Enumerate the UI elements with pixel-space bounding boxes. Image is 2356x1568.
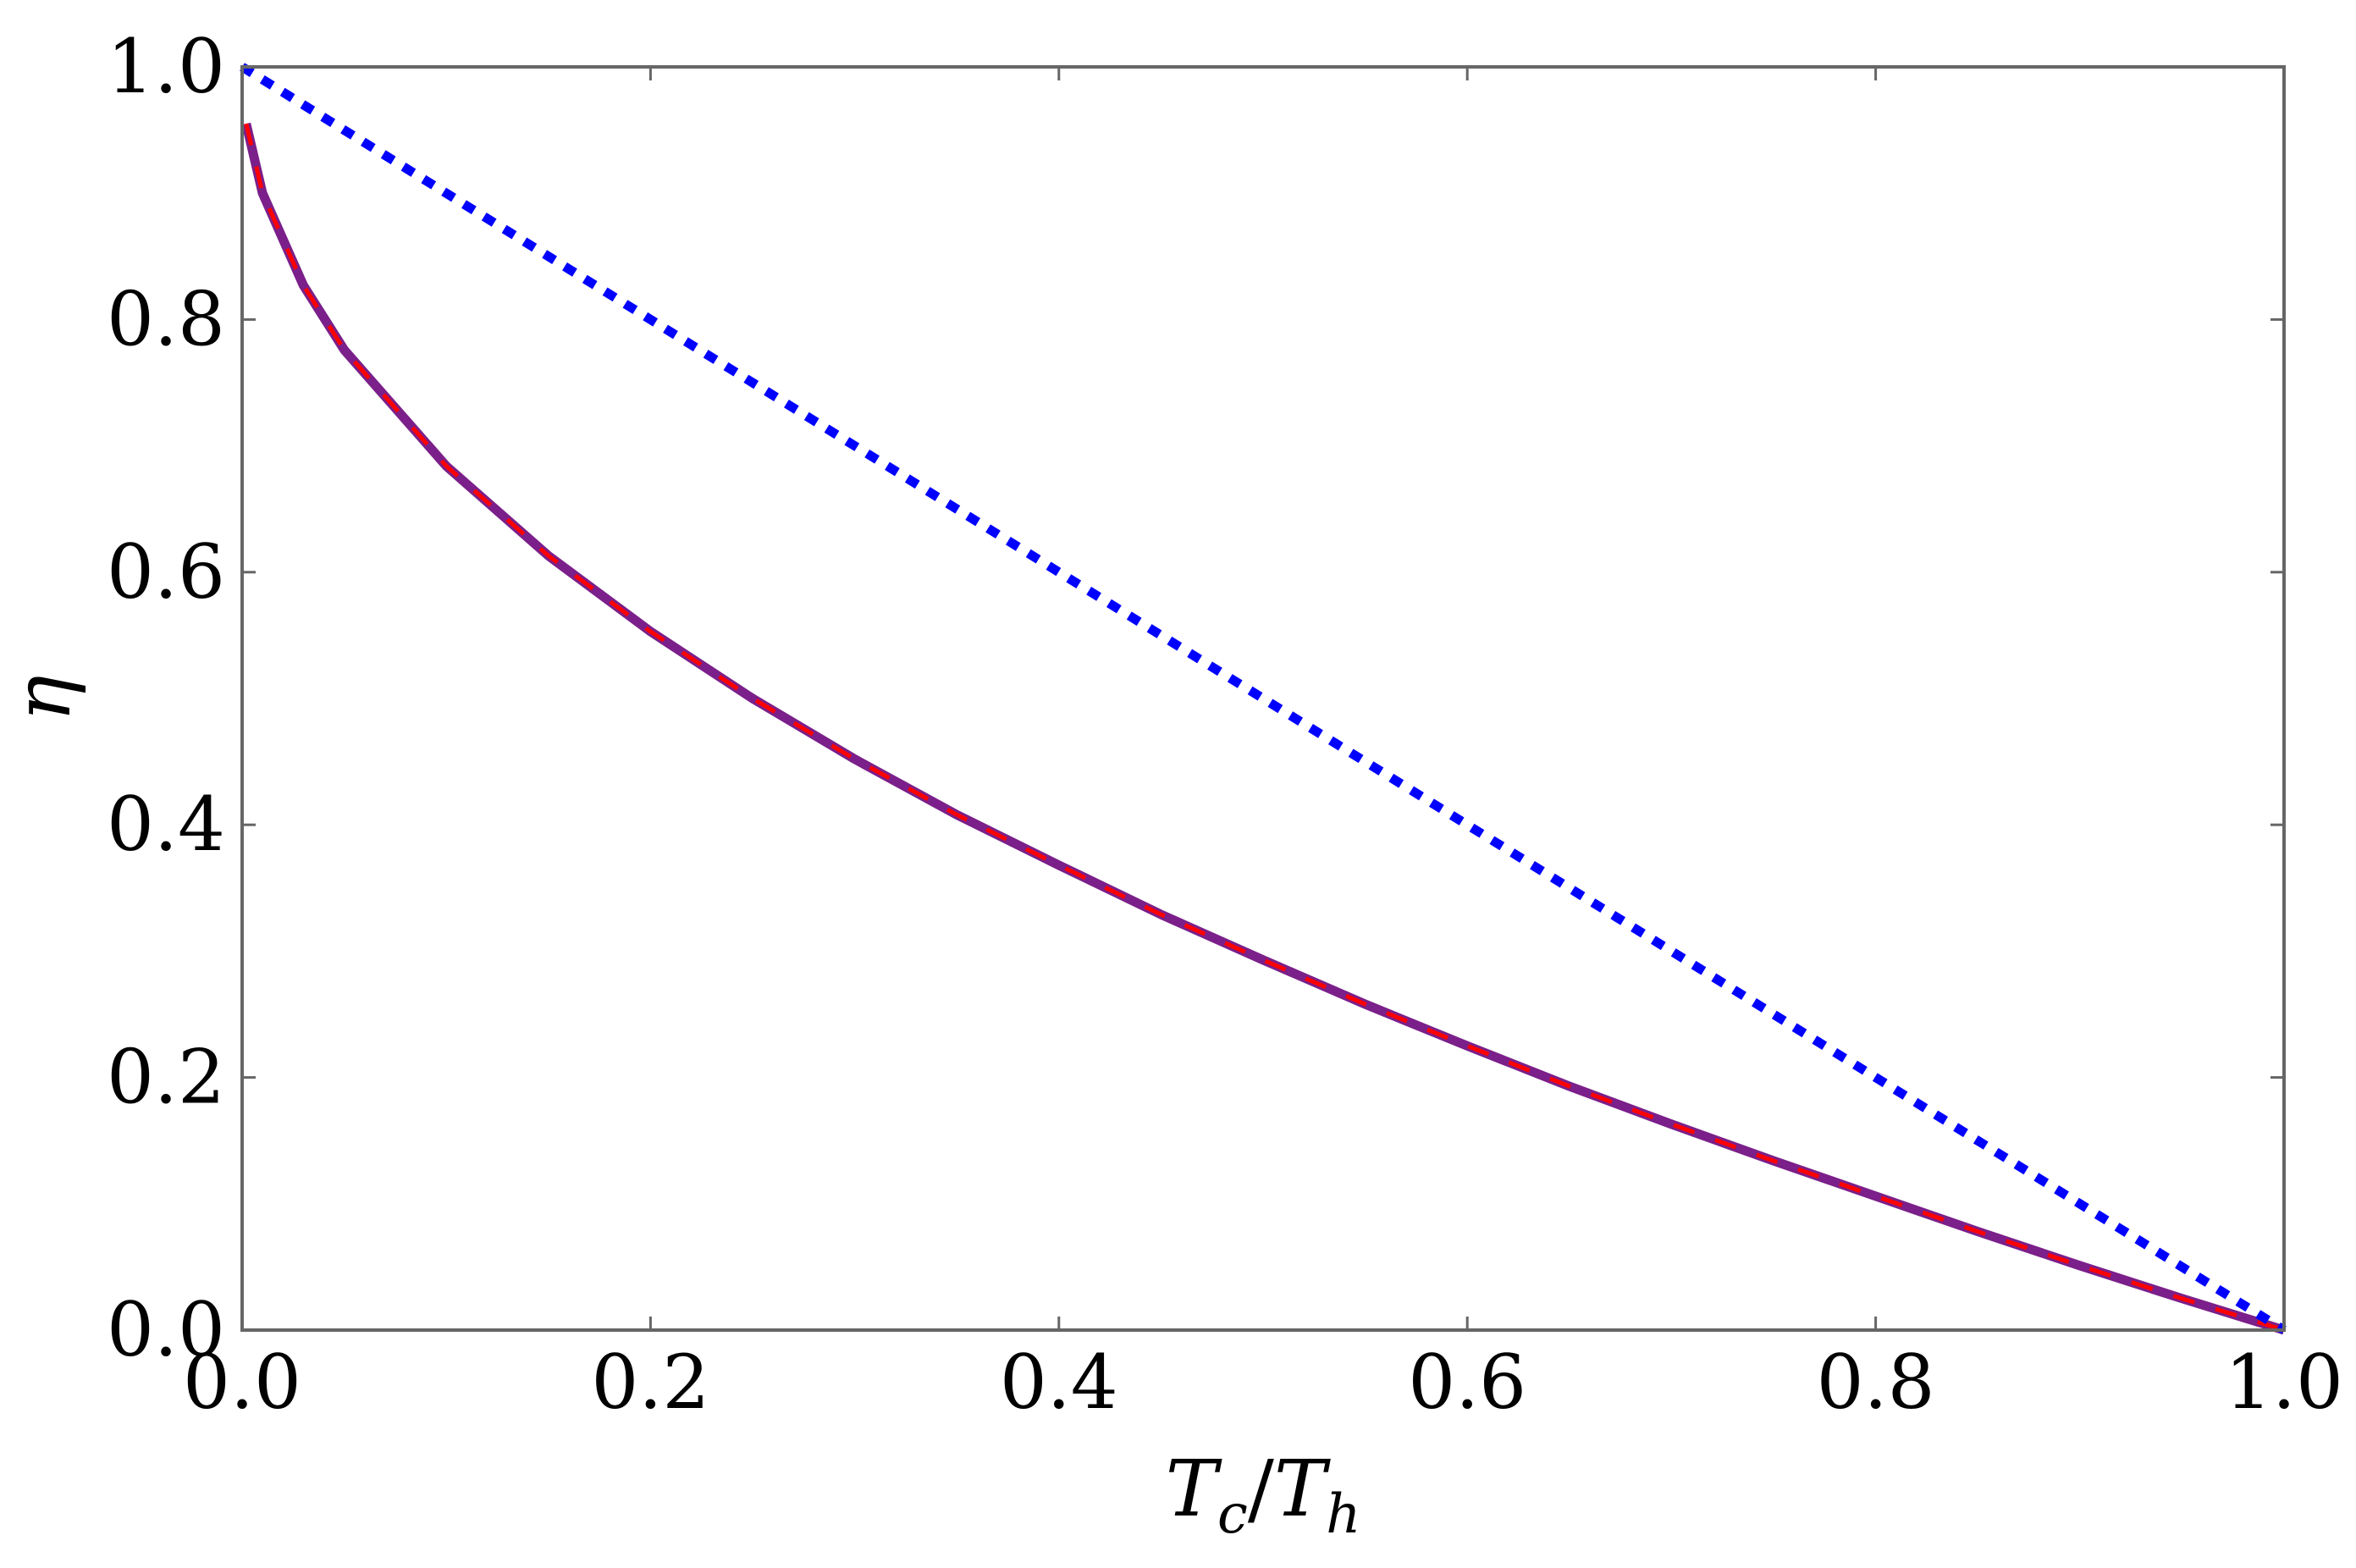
x-tick-label: 0.6 xyxy=(1408,1339,1526,1426)
series-layer xyxy=(240,63,2287,1335)
x-tick-label: 0.2 xyxy=(591,1339,709,1426)
y-tick-label: 0.6 xyxy=(107,528,225,616)
series-line-dashed-red xyxy=(244,123,2285,1333)
y-tick-label: 0.0 xyxy=(107,1286,225,1373)
y-tick-labels: 0.0 0.2 0.4 0.6 0.8 1.0 xyxy=(107,23,225,1373)
y-tick-label: 0.2 xyxy=(107,1034,225,1121)
x-tick-labels: 0.0 0.2 0.4 0.6 0.8 1.0 xyxy=(183,1339,2343,1426)
y-axis-title: η xyxy=(0,675,88,721)
x-tick-label: 0.8 xyxy=(1817,1339,1935,1426)
series-line-solid-purple xyxy=(241,122,2286,1335)
y-tick-label: 1.0 xyxy=(107,23,225,110)
y-tick-label: 0.8 xyxy=(107,275,225,362)
plot-frame xyxy=(240,65,2286,1332)
x-tick-label: 1.0 xyxy=(2225,1339,2343,1426)
y-tick-label: 0.4 xyxy=(107,781,225,868)
x-tick-label: 0.0 xyxy=(183,1339,301,1426)
x-tick-label: 0.4 xyxy=(1000,1339,1118,1426)
series-line-dotted-blue xyxy=(240,63,2287,1334)
x-axis-title: Tc/Th xyxy=(1166,1444,1361,1546)
